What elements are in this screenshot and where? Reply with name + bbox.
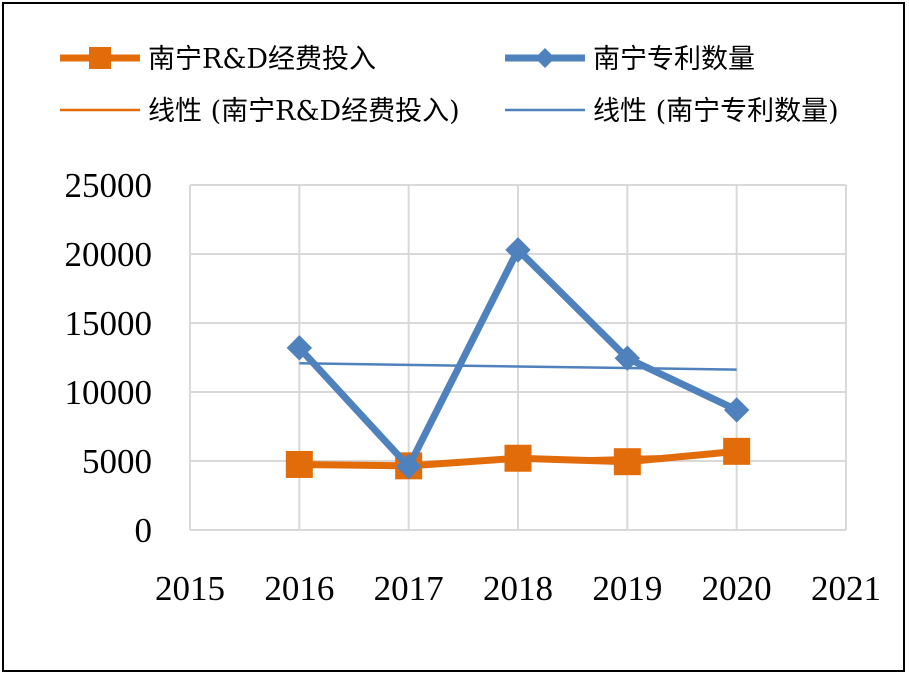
legend-item-rd-trendline: 线性 (南宁R&D经费投入): [60, 96, 460, 127]
data-point-square: [285, 450, 313, 478]
x-tick-label: 2018: [483, 569, 553, 608]
x-tick-label: 2016: [264, 569, 334, 608]
x-tick-label: 2021: [811, 569, 881, 608]
trendline-patents: [299, 362, 737, 371]
x-tick-label: 2020: [702, 569, 772, 608]
legend-label: 线性 (南宁R&D经费投入): [148, 96, 460, 127]
y-tick-label: 15000: [65, 304, 153, 343]
gridlines: [189, 184, 847, 531]
legend-square-marker: [89, 47, 111, 69]
x-axis-ticks: 2015 2016 2017 2018 2019 2020 2021: [155, 569, 881, 608]
legend-label: 南宁专利数量: [593, 44, 755, 75]
x-tick-label: 2019: [592, 569, 662, 608]
legend-label: 线性 (南宁专利数量): [593, 96, 839, 127]
legend-label: 南宁R&D经费投入: [148, 44, 376, 75]
data-point-diamond: [723, 397, 750, 423]
y-tick-label: 5000: [82, 442, 152, 481]
legend-item-rd-investment: 南宁R&D经费投入: [60, 44, 376, 75]
y-tick-label: 0: [135, 511, 153, 550]
series-group: [285, 237, 751, 480]
data-point-diamond: [395, 453, 422, 480]
legend-diamond-marker: [535, 48, 555, 68]
legend-item-patents: 南宁专利数量: [505, 44, 755, 75]
data-point-square: [723, 437, 751, 465]
y-tick-label: 20000: [65, 235, 153, 274]
data-point-diamond: [505, 237, 531, 263]
data-point-diamond: [286, 335, 313, 361]
x-tick-label: 2017: [374, 569, 444, 608]
data-point-diamond: [614, 345, 641, 371]
data-point-square: [613, 448, 641, 476]
y-tick-label: 10000: [65, 373, 153, 412]
data-point-square: [504, 444, 532, 472]
y-tick-label: 25000: [65, 166, 153, 205]
legend-item-patents-trendline: 线性 (南宁专利数量): [505, 96, 839, 127]
y-axis-ticks: 0 5000 10000 15000 20000 25000: [65, 166, 153, 550]
x-tick-label: 2015: [155, 569, 225, 608]
